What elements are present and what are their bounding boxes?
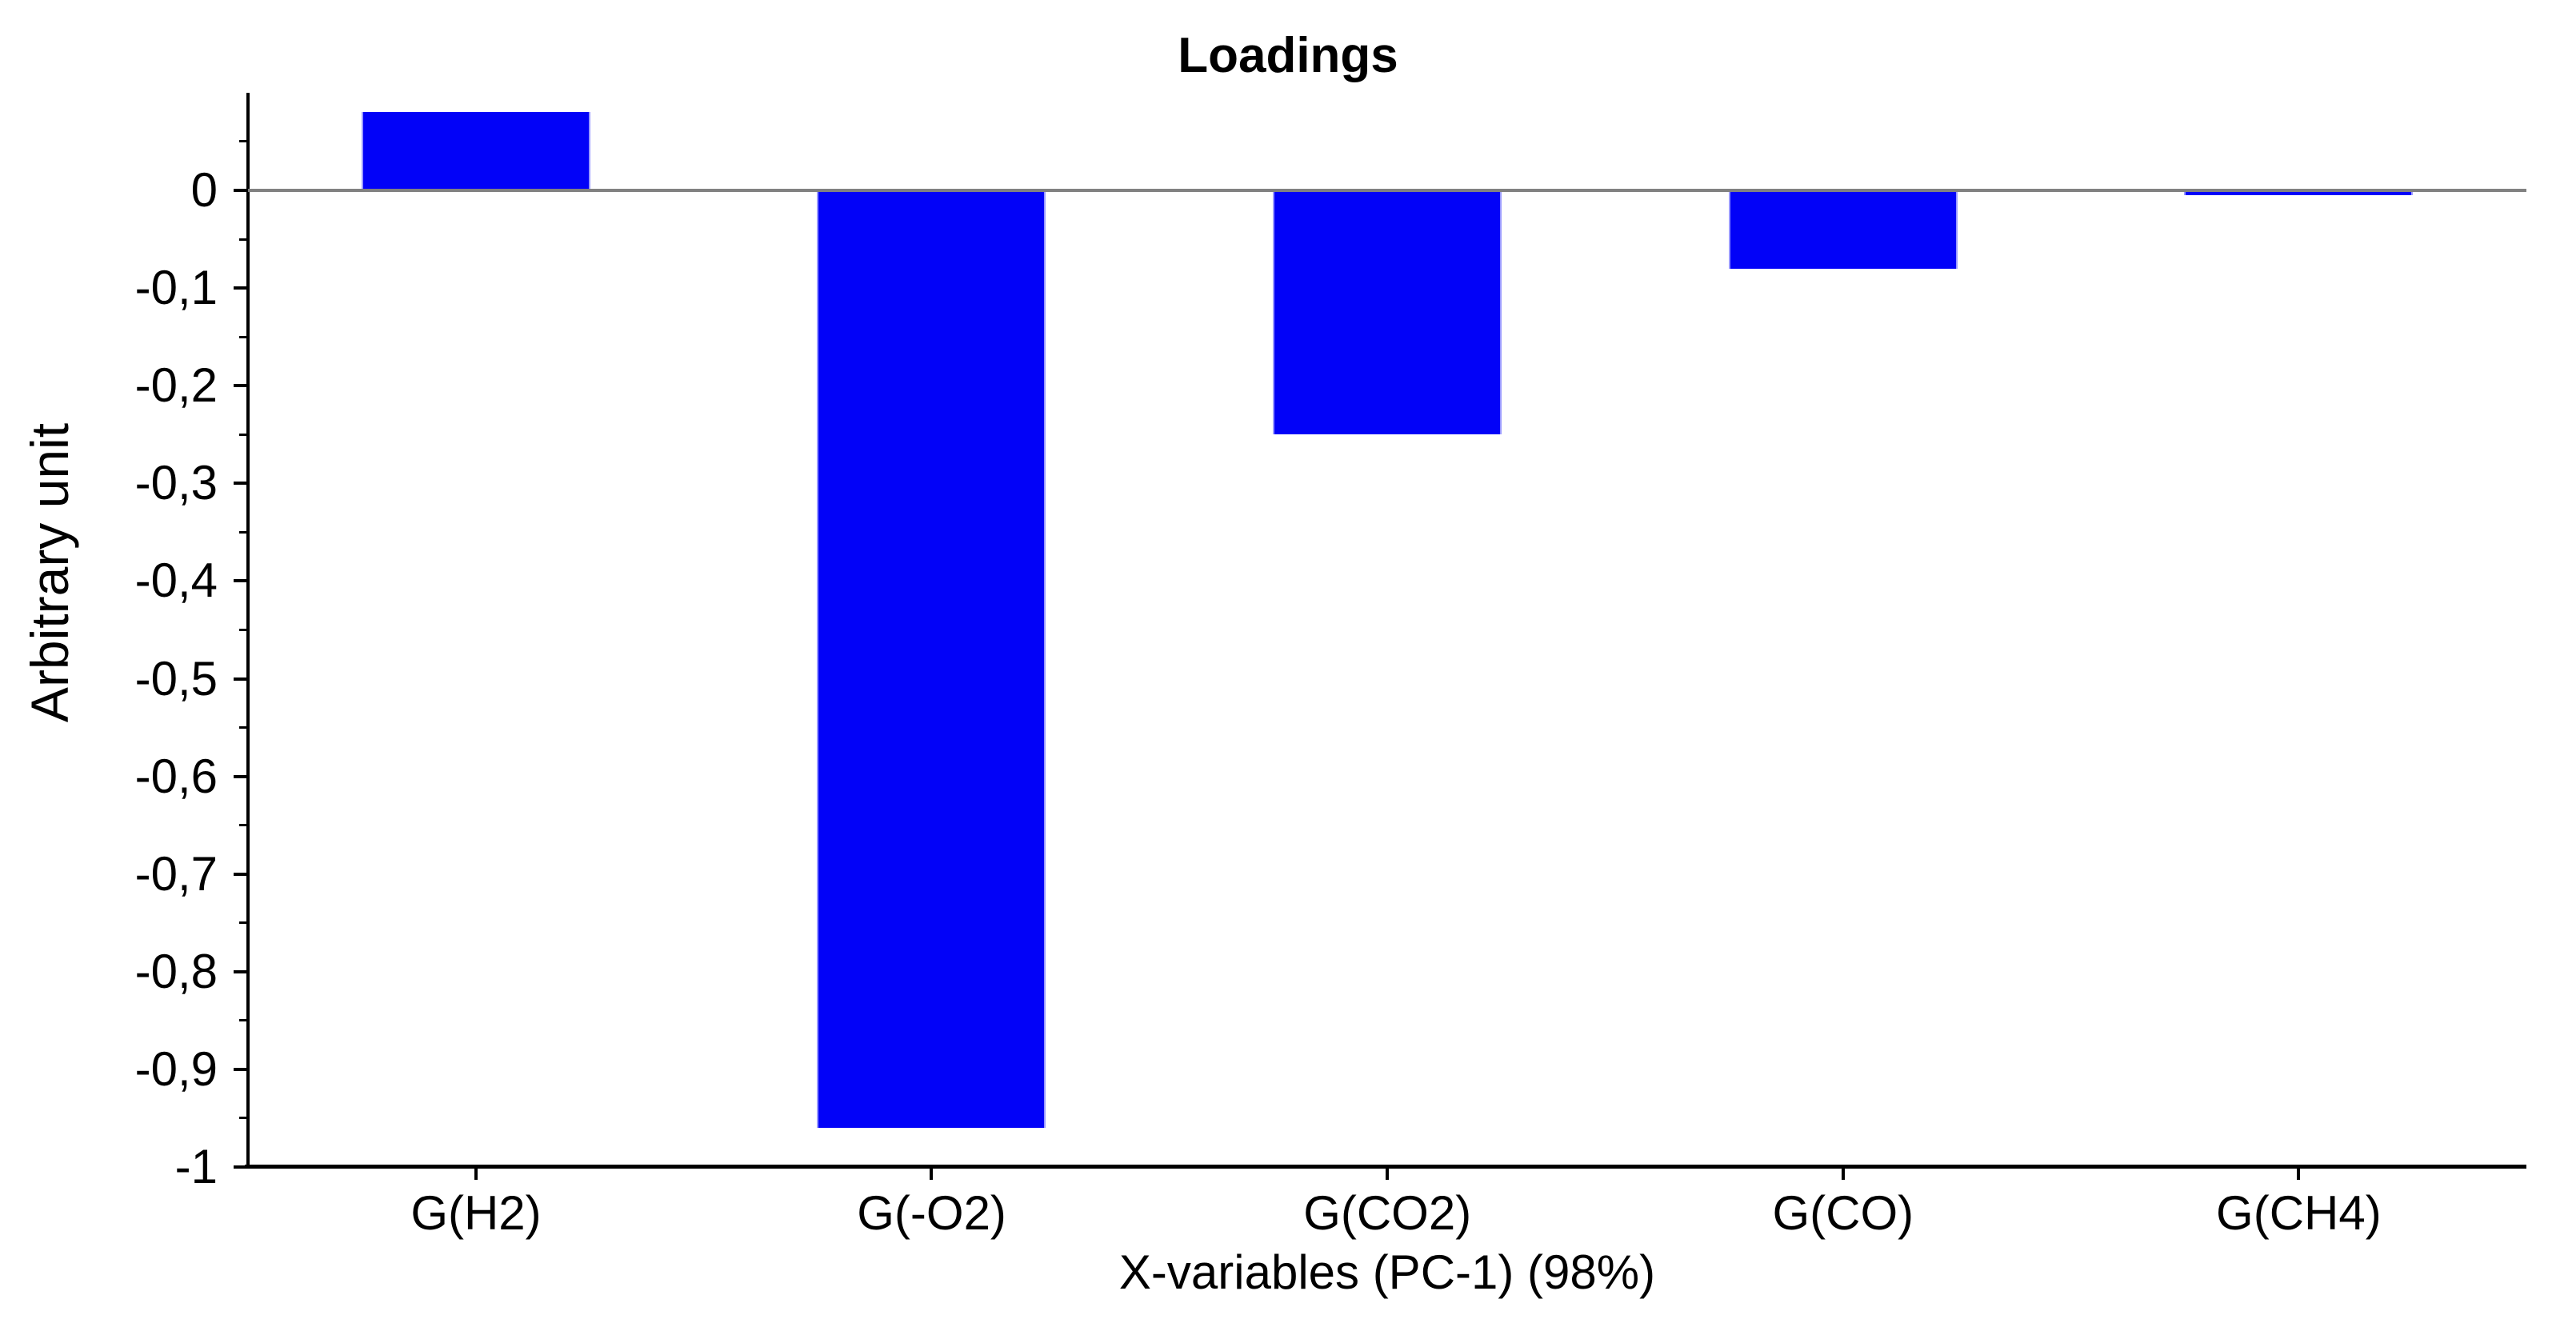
zero-baseline	[248, 189, 2526, 192]
x-axis-tick	[1841, 1169, 1845, 1180]
y-axis-minor-tick	[239, 1117, 246, 1120]
y-axis-major-tick	[234, 677, 246, 681]
y-axis-minor-tick	[239, 238, 246, 241]
y-axis-minor-tick	[239, 530, 246, 534]
y-axis-tick-label: 0	[190, 163, 218, 217]
x-axis-category-label: G(CO2)	[1303, 1186, 1472, 1240]
y-axis-tick-label: -1	[174, 1140, 218, 1193]
bar-gch4	[2184, 190, 2414, 196]
y-axis-tick-label: -0,7	[134, 846, 218, 901]
x-axis-tick	[2297, 1169, 2301, 1180]
y-axis-major-tick	[234, 872, 246, 876]
x-axis-tick	[1386, 1169, 1389, 1180]
y-axis-minor-tick	[239, 921, 246, 925]
y-axis-tick-label: -0,4	[134, 554, 218, 608]
y-axis-minor-tick	[239, 1019, 246, 1022]
y-axis-minor-tick	[239, 335, 246, 338]
y-axis-line	[246, 93, 250, 1169]
bar-go2	[817, 190, 1046, 1129]
y-axis-major-tick	[234, 482, 246, 486]
x-axis-category-label: G(-O2)	[857, 1186, 1006, 1240]
bar-gco	[1728, 190, 1958, 269]
y-axis-tick-label: -0,5	[134, 651, 218, 705]
y-axis-minor-tick	[239, 726, 246, 729]
y-axis-tick-label: -0,9	[134, 1041, 218, 1096]
y-axis-minor-tick	[239, 628, 246, 631]
y-axis-major-tick	[234, 579, 246, 583]
x-axis-line	[245, 1165, 2526, 1169]
y-axis-tick-label: -0,2	[134, 358, 218, 413]
x-axis-tick	[930, 1169, 934, 1180]
y-axis-minor-tick	[239, 140, 246, 143]
chart-title: Loadings	[1178, 28, 1398, 83]
y-axis-minor-tick	[239, 824, 246, 827]
y-axis-major-tick	[234, 189, 246, 192]
y-axis-major-tick	[234, 384, 246, 388]
x-axis-category-label: G(CO)	[1772, 1186, 1914, 1240]
bar-gh2	[361, 112, 590, 190]
y-axis-major-tick	[234, 969, 246, 973]
y-axis-tick-label: -0,3	[134, 456, 218, 510]
x-axis-category-label: G(H2)	[410, 1186, 542, 1240]
y-axis-major-tick	[234, 1067, 246, 1071]
x-axis-tick	[474, 1169, 478, 1180]
y-axis-tick-label: -0,6	[134, 749, 218, 803]
y-axis-minor-tick	[239, 433, 246, 436]
y-axis-tick-label: -0,8	[134, 944, 218, 998]
y-axis-major-tick	[234, 286, 246, 290]
y-axis-tick-label: -0,1	[134, 261, 218, 315]
y-axis-major-tick	[234, 774, 246, 778]
x-axis-title: X-variables (PC-1) (98%)	[1118, 1245, 1656, 1299]
x-axis-category-label: G(CH4)	[2216, 1186, 2382, 1240]
y-axis-major-tick	[234, 1165, 246, 1169]
bar-gco2	[1273, 190, 1502, 435]
